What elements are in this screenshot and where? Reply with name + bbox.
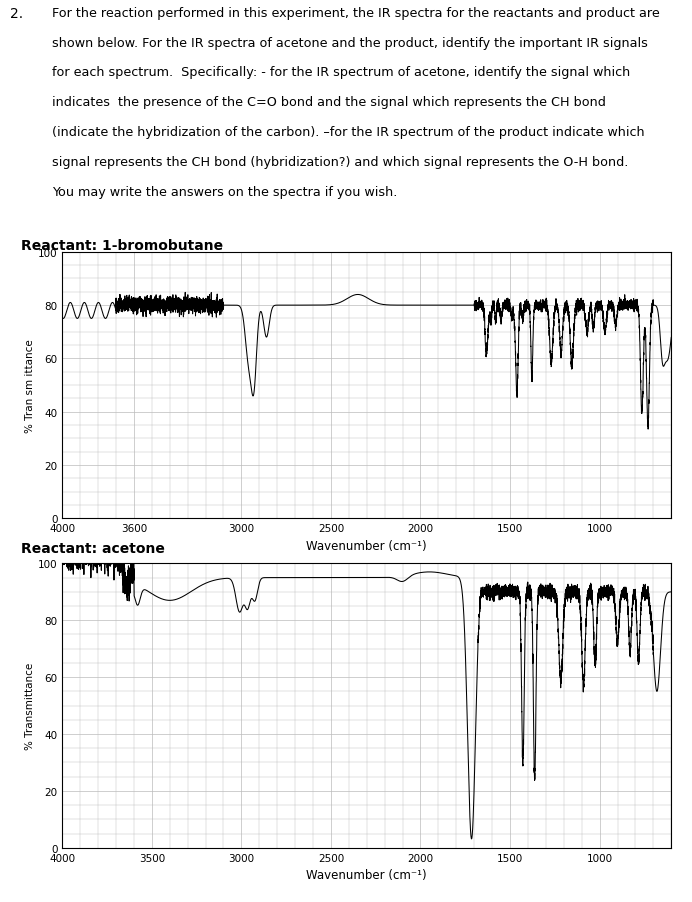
Text: For the reaction performed in this experiment, the IR spectra for the reactants : For the reaction performed in this exper… — [52, 6, 659, 20]
Text: indicates  the presence of the C=O bond and the signal which represents the CH b: indicates the presence of the C=O bond a… — [52, 97, 606, 109]
Text: You may write the answers on the spectra if you wish.: You may write the answers on the spectra… — [52, 186, 397, 198]
Text: 2.: 2. — [10, 6, 24, 21]
Text: shown below. For the IR spectra of acetone and the product, identify the importa: shown below. For the IR spectra of aceto… — [52, 36, 648, 50]
Y-axis label: % Tran sm ittance: % Tran sm ittance — [25, 339, 35, 432]
Text: Reactant: 1-bromobutane: Reactant: 1-bromobutane — [21, 239, 223, 253]
Text: signal represents the CH bond (hybridization?) and which signal represents the O: signal represents the CH bond (hybridiza… — [52, 156, 628, 169]
Text: (indicate the hybridization of the carbon). –for the IR spectrum of the product : (indicate the hybridization of the carbo… — [52, 126, 644, 139]
X-axis label: Wavenumber (cm⁻¹): Wavenumber (cm⁻¹) — [307, 869, 427, 881]
Text: Reactant: acetone: Reactant: acetone — [21, 541, 165, 556]
Y-axis label: % Transmittance: % Transmittance — [25, 662, 35, 750]
X-axis label: Wavenumber (cm⁻¹): Wavenumber (cm⁻¹) — [307, 539, 427, 552]
Text: for each spectrum.  Specifically: - for the IR spectrum of acetone, identify the: for each spectrum. Specifically: - for t… — [52, 67, 630, 79]
